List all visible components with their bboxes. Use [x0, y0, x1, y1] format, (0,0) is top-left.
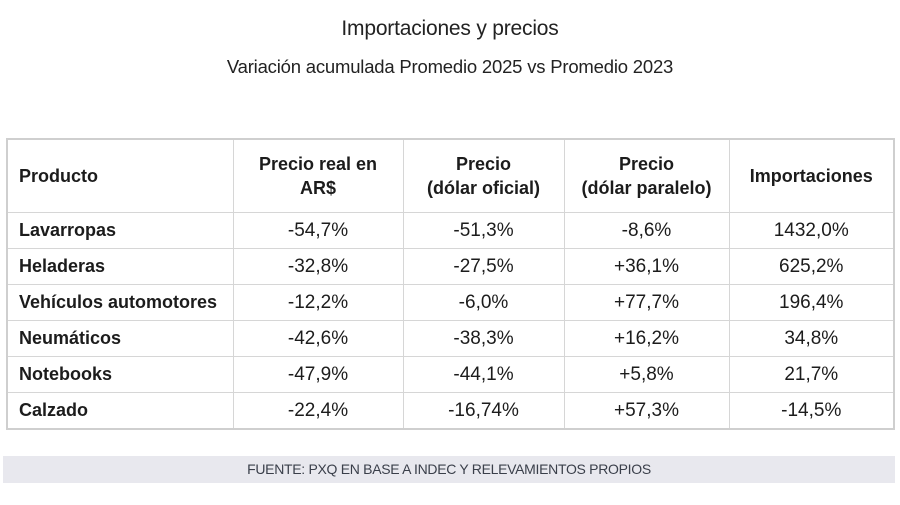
cell-producto: Vehículos automotores: [6, 284, 234, 321]
cell-precio-oficial: -16,74%: [402, 392, 565, 430]
header-row: Producto Precio real en AR$ Precio (dólar …: [6, 138, 895, 213]
cell-importaciones: 34,8%: [728, 320, 895, 357]
cell-importaciones: 21,7%: [728, 356, 895, 393]
cell-precio-real: -54,7%: [232, 212, 404, 249]
cell-precio-paralelo: +16,2%: [563, 320, 730, 357]
page-subtitle: Variación acumulada Promedio 2025 vs Pro…: [226, 56, 674, 77]
header-importaciones: Importaciones: [728, 138, 895, 213]
cell-producto: Neumáticos: [6, 320, 234, 357]
table-row: Lavarropas -54,7% -51,3% -8,6% 1432,0%: [6, 212, 895, 249]
table-row: Notebooks -47,9% -44,1% +5,8% 21,7%: [6, 356, 895, 393]
cell-importaciones: 1432,0%: [728, 212, 895, 249]
cell-precio-oficial: -6,0%: [402, 284, 565, 321]
cell-importaciones: -14,5%: [728, 392, 895, 430]
table-row: Calzado -22,4% -16,74% +57,3% -14,5%: [6, 392, 895, 430]
cell-precio-real: -12,2%: [232, 284, 404, 321]
cell-precio-paralelo: +5,8%: [563, 356, 730, 393]
cell-importaciones: 196,4%: [728, 284, 895, 321]
cell-precio-paralelo: +57,3%: [563, 392, 730, 430]
cell-importaciones: 625,2%: [728, 248, 895, 285]
table-row: Vehículos automotores -12,2% -6,0% +77,7…: [6, 284, 895, 321]
cell-producto: Calzado: [6, 392, 234, 430]
header-producto: Producto: [6, 138, 234, 213]
cell-precio-real: -32,8%: [232, 248, 404, 285]
cell-producto: Heladeras: [6, 248, 234, 285]
cell-precio-paralelo: +77,7%: [563, 284, 730, 321]
cell-precio-real: -22,4%: [232, 392, 404, 430]
table-row: Heladeras -32,8% -27,5% +36,1% 625,2%: [6, 248, 895, 285]
source-footer: FUENTE: PXQ EN BASE A INDEC Y RELEVAMIEN…: [3, 456, 895, 483]
cell-precio-oficial: -51,3%: [402, 212, 565, 249]
header-precio-real: Precio real en AR$: [232, 138, 404, 213]
header-precio-paralelo: Precio (dólar paralelo): [563, 138, 730, 213]
cell-precio-paralelo: +36,1%: [563, 248, 730, 285]
data-table: Producto Precio real en AR$ Precio (dólar …: [6, 138, 895, 430]
page-title: Importaciones y precios: [341, 17, 559, 40]
header-precio-oficial: Precio (dólar oficial): [402, 138, 565, 213]
cell-producto: Notebooks: [6, 356, 234, 393]
cell-precio-oficial: -44,1%: [402, 356, 565, 393]
table-row: Neumáticos -42,6% -38,3% +16,2% 34,8%: [6, 320, 895, 357]
cell-precio-real: -42,6%: [232, 320, 404, 357]
cell-producto: Lavarropas: [6, 212, 234, 249]
cell-precio-paralelo: -8,6%: [563, 212, 730, 249]
cell-precio-real: -47,9%: [232, 356, 404, 393]
cell-precio-oficial: -38,3%: [402, 320, 565, 357]
cell-precio-oficial: -27,5%: [402, 248, 565, 285]
